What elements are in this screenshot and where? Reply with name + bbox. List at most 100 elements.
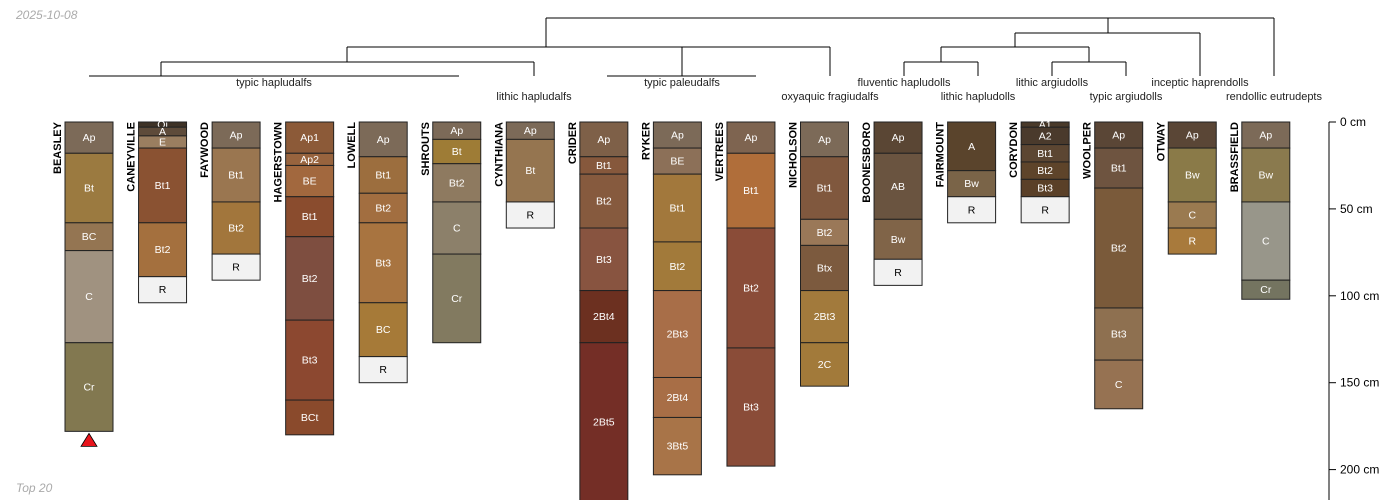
horizon-label: Bt1 (228, 170, 244, 182)
horizon-ryker-be (652, 147, 702, 175)
group-label-oxyaquic-fragiudalfs: oxyaquic fragiudalfs (781, 91, 879, 103)
horizon-ryker-2bt4 (652, 376, 702, 418)
horizon-beasley-cr (64, 342, 114, 432)
horizon-otway-c (1167, 201, 1217, 229)
profile-name: CANEYVILLE (126, 122, 138, 192)
horizon-fairmount-a (947, 121, 997, 172)
horizon-label: Ap (818, 134, 831, 146)
horizon-label: BC (376, 324, 391, 336)
horizon-crider-2bt5 (579, 342, 629, 500)
group-label-inceptic-haprendolls: inceptic haprendolls (1151, 77, 1249, 89)
horizon-label: Bt3 (743, 402, 759, 414)
profile-name: RYKER (640, 122, 652, 160)
profile-name: LOWELL (346, 122, 358, 169)
horizon-hagerstown-ap1 (285, 121, 335, 154)
horizon-label: Bt1 (743, 185, 759, 197)
horizon-label: Bt2 (1111, 243, 1127, 255)
horizon-label: R (159, 284, 167, 296)
profile-hagerstown: Ap1 Ap2 BE Bt1 Bt2 Bt3 BCt HAGERSTOWN (273, 121, 335, 436)
horizon-faywood-r (211, 253, 261, 281)
horizon-label: R (894, 267, 902, 279)
profile-name: WOOLPER (1082, 122, 1094, 179)
horizon-label: Oi (157, 119, 168, 131)
profile-name: SHROUTS (420, 122, 432, 176)
horizon-label: Cr (451, 293, 463, 305)
horizon-label: Bt3 (596, 254, 612, 266)
horizon-label: Bt3 (302, 355, 318, 367)
horizon-woolper-bt2 (1094, 187, 1144, 309)
horizon-label: Ap (1186, 130, 1199, 142)
horizon-faywood-ap (211, 121, 261, 149)
horizon-label: Bt2 (670, 261, 686, 273)
horizon-nicholson-2c (800, 342, 849, 387)
horizon-label: Bt3 (1111, 329, 1127, 341)
horizon-label: Bt2 (375, 203, 391, 215)
group-label-rendollic-eutrudepts: rendollic eutrudepts (1226, 91, 1323, 103)
horizon-boonesboro-r (873, 258, 923, 286)
horizon-label: 3Bt5 (667, 441, 689, 453)
horizon-label: Ap (230, 130, 243, 142)
horizon-shrouts-bt2 (432, 163, 482, 203)
profile-lowell: Ap Bt1 Bt2 Bt3 BC R LOWELL (346, 121, 408, 384)
profile-name: CRIDER (567, 122, 579, 164)
horizon-label: Ap (671, 130, 684, 142)
horizon-label: Ap (450, 125, 463, 137)
horizon-lowell-bt3 (358, 222, 408, 304)
profile-name: OTWAY (1155, 121, 1167, 161)
depth-tick-label: 50 cm (1340, 202, 1373, 216)
group-label-lithic-hapludalfs: lithic hapludalfs (496, 91, 572, 103)
profile-brassfield: Ap Bw C Cr BRASSFIELD (1229, 121, 1291, 300)
horizon-label: Ap (1259, 130, 1272, 142)
horizon-beasley-c (64, 250, 114, 344)
profile-crider: Ap Bt1 Bt2 Bt3 2Bt4 2Bt5 CRIDER (567, 121, 629, 500)
profile-name: BOONESBORO (861, 122, 873, 203)
horizon-hagerstown-bct (285, 399, 335, 436)
profile-boonesboro: Ap AB Bw R BOONESBORO (861, 121, 923, 286)
profile-nicholson: Ap Bt1 Bt2 Btx 2Bt3 2C NICHOLSON (788, 121, 849, 387)
horizon-label: Bw (891, 234, 906, 246)
horizon-label: Bt2 (302, 273, 318, 285)
horizon-label: Ap2 (300, 154, 319, 166)
horizon-lowell-bc (358, 302, 408, 358)
horizon-label: Bt (84, 183, 94, 195)
horizon-lowell-r (358, 356, 408, 384)
horizon-label: Bw (1259, 170, 1274, 182)
horizon-label: Bt3 (1037, 183, 1053, 195)
horizon-label: Bt2 (449, 177, 465, 189)
profile-name: BEASLEY (52, 121, 64, 174)
horizon-crider-2bt4 (579, 290, 629, 344)
group-labels: typic hapludalfs lithic hapludalfs typic p… (236, 77, 1322, 103)
horizon-lowell-bt1 (358, 156, 408, 194)
horizon-label: Btx (817, 262, 833, 274)
horizon-woolper-bt3 (1094, 307, 1144, 361)
horizon-label: R (968, 204, 976, 216)
horizon-lowell-ap (358, 121, 408, 158)
profile-name: FAIRMOUNT (935, 122, 947, 188)
horizon-boonesboro-bw (873, 218, 923, 260)
horizon-label: Bt2 (228, 223, 244, 235)
horizon-label: E (159, 136, 166, 148)
horizon-label: Ap1 (300, 132, 319, 144)
horizon-label: A (159, 126, 166, 138)
horizon-fairmount-r (947, 196, 997, 224)
horizon-lowell-bt2 (358, 192, 408, 224)
group-label-lithic-hapludolls: lithic hapludolls (941, 91, 1016, 103)
profile-name: VERTREES (714, 122, 726, 181)
horizon-label: Bt2 (743, 282, 759, 294)
horizon-nicholson-bt1 (800, 156, 849, 220)
depth-tick-label: 100 cm (1340, 289, 1379, 303)
profile-vertrees: Ap Bt1 Bt2 Bt3 VERTREES (714, 121, 776, 467)
horizon-label: Ap (524, 125, 537, 137)
profile-name: FAYWOOD (199, 122, 211, 178)
horizon-vertrees-bt2 (726, 227, 776, 349)
horizon-shrouts-c (432, 201, 482, 255)
horizon-woolper-ap (1094, 121, 1144, 149)
horizon-nicholson-ap (800, 121, 849, 158)
horizon-label: R (232, 262, 240, 274)
horizon-label: A (968, 141, 975, 153)
horizon-label: 2Bt4 (593, 311, 615, 323)
depth-tick-label: 200 cm (1340, 463, 1379, 477)
